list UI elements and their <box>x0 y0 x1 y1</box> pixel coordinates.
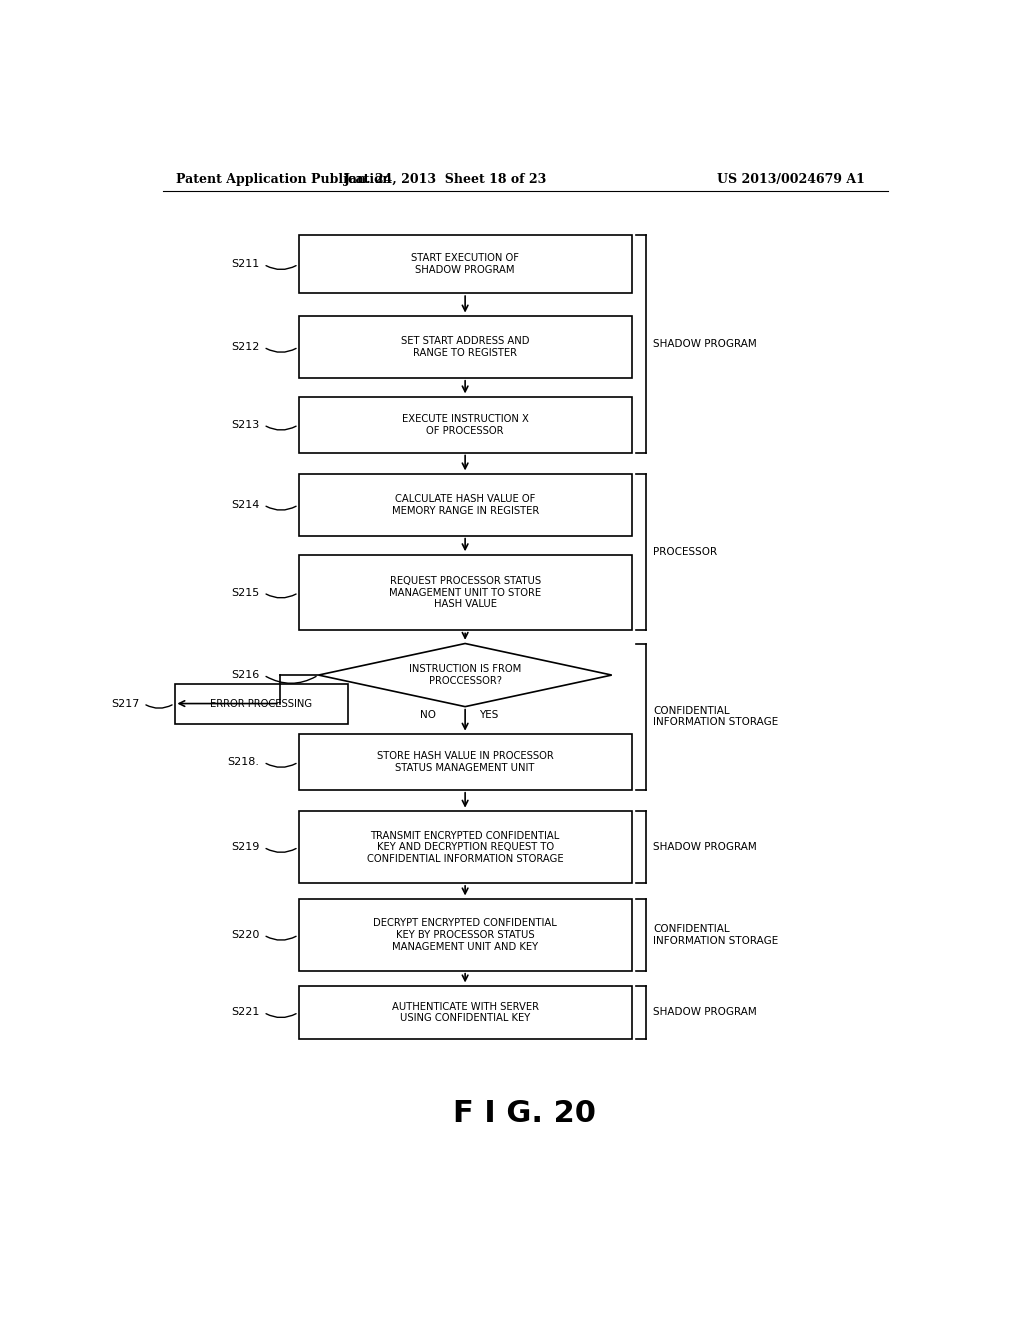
Text: S220: S220 <box>231 931 260 940</box>
Text: S213: S213 <box>231 420 260 430</box>
Text: ERROR PROCESSING: ERROR PROCESSING <box>210 698 312 709</box>
Text: US 2013/0024679 A1: US 2013/0024679 A1 <box>717 173 864 186</box>
FancyBboxPatch shape <box>299 986 632 1039</box>
FancyBboxPatch shape <box>174 684 348 723</box>
Text: F I G. 20: F I G. 20 <box>454 1098 596 1127</box>
Text: REQUEST PROCESSOR STATUS
MANAGEMENT UNIT TO STORE
HASH VALUE: REQUEST PROCESSOR STATUS MANAGEMENT UNIT… <box>389 576 542 610</box>
Text: CONFIDENTIAL
INFORMATION STORAGE: CONFIDENTIAL INFORMATION STORAGE <box>653 706 778 727</box>
FancyBboxPatch shape <box>299 235 632 293</box>
Text: S216: S216 <box>231 671 260 680</box>
Text: NO: NO <box>420 710 436 721</box>
Text: SET START ADDRESS AND
RANGE TO REGISTER: SET START ADDRESS AND RANGE TO REGISTER <box>400 337 529 358</box>
Text: S219: S219 <box>231 842 260 853</box>
Text: S211: S211 <box>231 259 260 269</box>
FancyBboxPatch shape <box>299 812 632 883</box>
Text: YES: YES <box>479 710 499 719</box>
Text: DECRYPT ENCRYPTED CONFIDENTIAL
KEY BY PROCESSOR STATUS
MANAGEMENT UNIT AND KEY: DECRYPT ENCRYPTED CONFIDENTIAL KEY BY PR… <box>374 919 557 952</box>
Text: S218.: S218. <box>227 758 260 767</box>
Text: S215: S215 <box>231 587 260 598</box>
Text: SHADOW PROGRAM: SHADOW PROGRAM <box>653 339 757 348</box>
Text: Patent Application Publication: Patent Application Publication <box>176 173 391 186</box>
Text: STORE HASH VALUE IN PROCESSOR
STATUS MANAGEMENT UNIT: STORE HASH VALUE IN PROCESSOR STATUS MAN… <box>377 751 554 774</box>
Text: Jan. 24, 2013  Sheet 18 of 23: Jan. 24, 2013 Sheet 18 of 23 <box>344 173 548 186</box>
Text: CONFIDENTIAL
INFORMATION STORAGE: CONFIDENTIAL INFORMATION STORAGE <box>653 924 778 945</box>
Text: INSTRUCTION IS FROM
PROCCESSOR?: INSTRUCTION IS FROM PROCCESSOR? <box>409 664 521 686</box>
Text: CALCULATE HASH VALUE OF
MEMORY RANGE IN REGISTER: CALCULATE HASH VALUE OF MEMORY RANGE IN … <box>391 494 539 516</box>
Text: S212: S212 <box>231 342 260 352</box>
FancyBboxPatch shape <box>299 474 632 536</box>
Text: TRANSMIT ENCRYPTED CONFIDENTIAL
KEY AND DECRYPTION REQUEST TO
CONFIDENTIAL INFOR: TRANSMIT ENCRYPTED CONFIDENTIAL KEY AND … <box>367 830 563 863</box>
Text: PROCESSOR: PROCESSOR <box>653 548 718 557</box>
FancyBboxPatch shape <box>299 317 632 378</box>
FancyBboxPatch shape <box>299 554 632 631</box>
FancyBboxPatch shape <box>299 899 632 970</box>
Text: START EXECUTION OF
SHADOW PROGRAM: START EXECUTION OF SHADOW PROGRAM <box>411 253 519 275</box>
Text: S221: S221 <box>231 1007 260 1018</box>
Polygon shape <box>318 644 611 706</box>
Text: SHADOW PROGRAM: SHADOW PROGRAM <box>653 842 757 853</box>
Text: S214: S214 <box>231 500 260 510</box>
Text: SHADOW PROGRAM: SHADOW PROGRAM <box>653 1007 757 1018</box>
FancyBboxPatch shape <box>299 397 632 453</box>
Text: EXECUTE INSTRUCTION X
OF PROCESSOR: EXECUTE INSTRUCTION X OF PROCESSOR <box>401 414 528 436</box>
Text: AUTHENTICATE WITH SERVER
USING CONFIDENTIAL KEY: AUTHENTICATE WITH SERVER USING CONFIDENT… <box>391 1002 539 1023</box>
Text: S217: S217 <box>112 698 139 709</box>
FancyBboxPatch shape <box>299 734 632 789</box>
